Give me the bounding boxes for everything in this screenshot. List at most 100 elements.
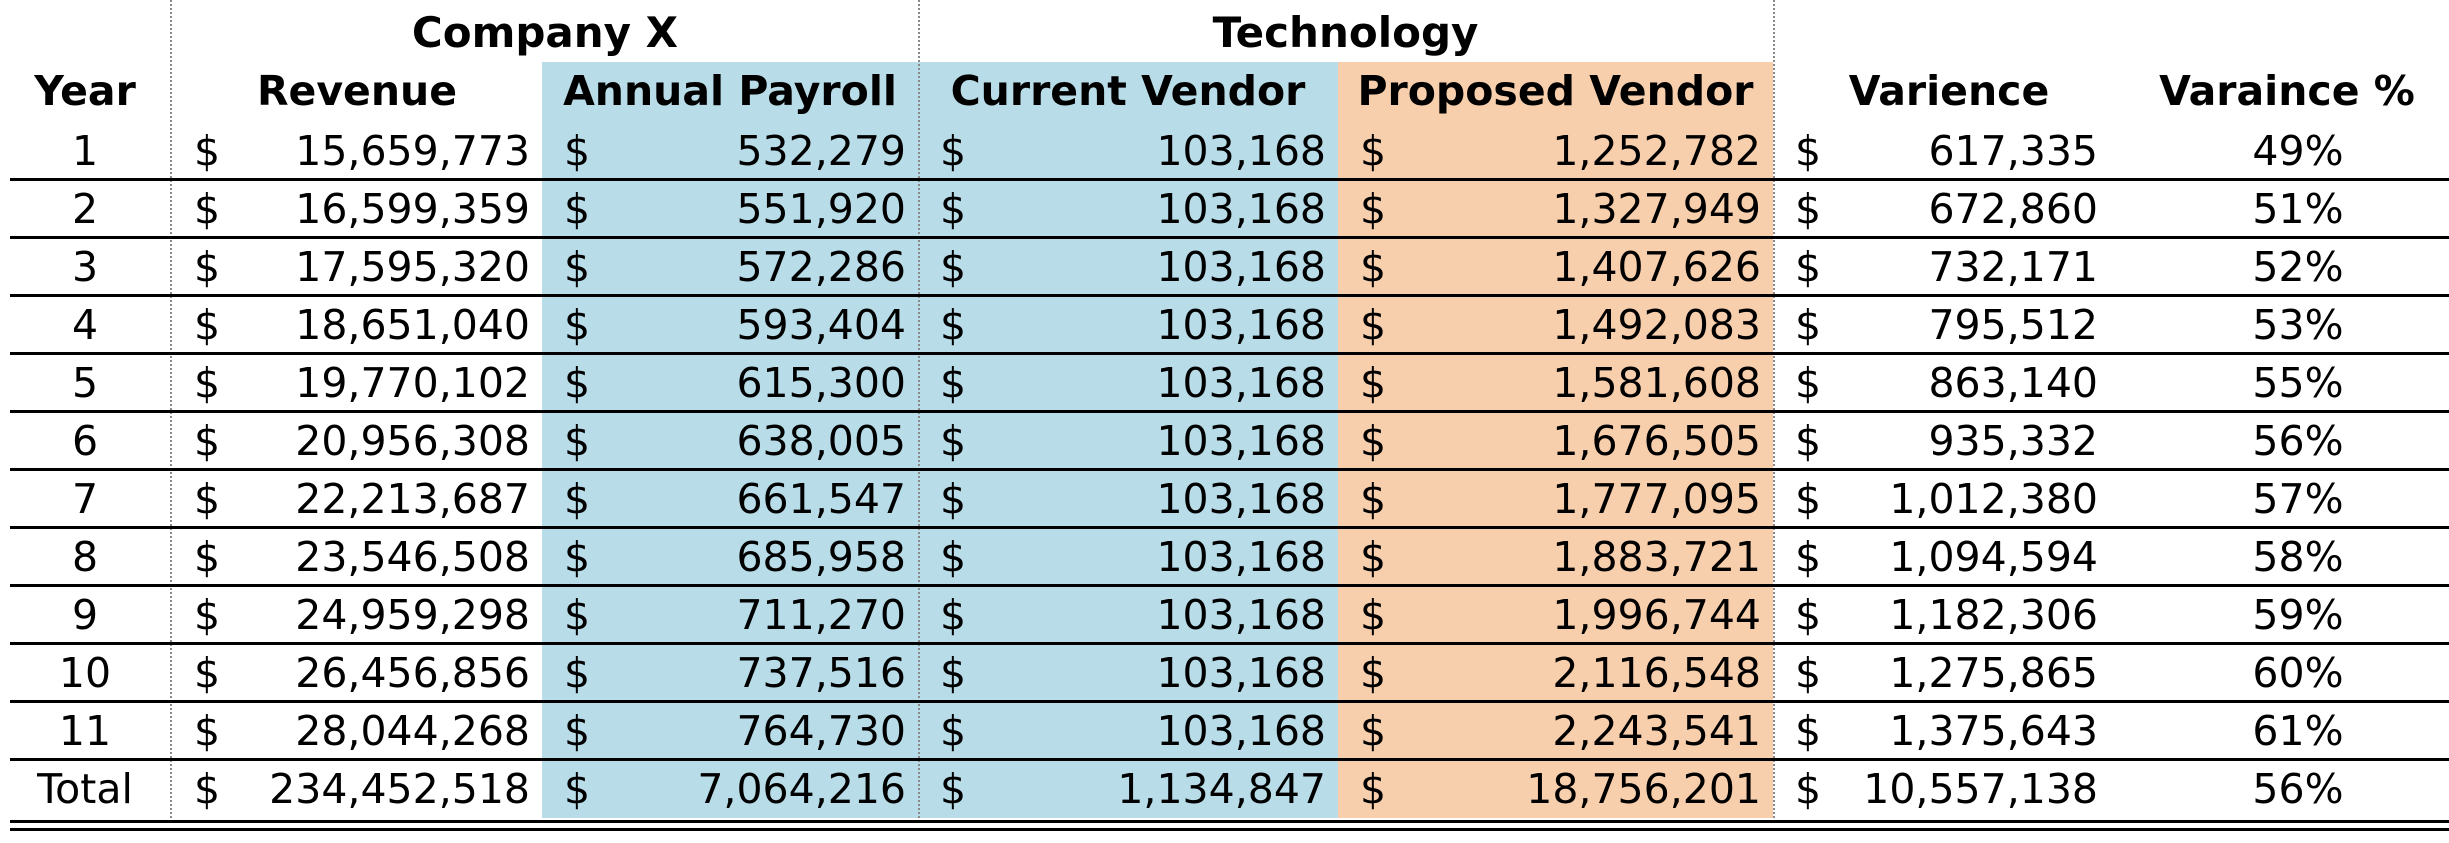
proposed-vendor-cell: 1,883,721 [1552,533,1761,581]
currency-symbol: $ [194,649,221,697]
row-divider [10,584,2449,587]
payroll-cell: 711,270 [736,591,906,639]
currency-symbol: $ [1795,475,1822,523]
payroll-cell: 638,005 [736,417,906,465]
column-header-revenue: Revenue [256,67,458,115]
proposed-vendor-cell: 1,407,626 [1552,243,1761,291]
variance-cell: 617,335 [1928,127,2098,175]
currency-symbol: $ [194,243,221,291]
current-vendor-cell: 103,168 [1156,707,1326,755]
currency-symbol: $ [1360,127,1387,175]
variance-cell: 10,557,138 [1863,765,2098,813]
row-divider [10,468,2449,471]
currency-symbol: $ [1795,127,1822,175]
column-header-variance: Varience [1848,67,2050,115]
variance-percent-cell: 56% [2252,417,2344,465]
variance-percent-cell: 52% [2252,243,2344,291]
variance-percent-cell: 56% [2252,765,2344,813]
revenue-cell: 24,959,298 [295,591,530,639]
variance-cell: 1,375,643 [1889,707,2098,755]
currency-symbol: $ [940,649,967,697]
year-cell: 6 [71,417,99,465]
proposed-vendor-cell: 1,996,744 [1552,591,1761,639]
currency-symbol: $ [194,707,221,755]
row-divider [10,700,2449,703]
currency-symbol: $ [194,417,221,465]
currency-symbol: $ [1360,301,1387,349]
currency-symbol: $ [1795,417,1822,465]
proposed-vendor-cell: 2,116,548 [1552,649,1761,697]
payroll-cell: 551,920 [736,185,906,233]
year-cell: 2 [71,185,99,233]
variance-cell: 1,094,594 [1889,533,2098,581]
variance-cell: 935,332 [1928,417,2098,465]
payroll-cell: 661,547 [736,475,906,523]
currency-symbol: $ [1795,243,1822,291]
currency-symbol: $ [940,301,967,349]
currency-symbol: $ [1795,707,1822,755]
currency-symbol: $ [940,475,967,523]
row-divider [10,642,2449,645]
variance-percent-cell: 58% [2252,533,2344,581]
payroll-cell: 532,279 [736,127,906,175]
column-header-proposed-vendor: Proposed Vendor [1357,67,1754,115]
payroll-cell: 685,958 [736,533,906,581]
currency-symbol: $ [1360,533,1387,581]
currency-symbol: $ [940,533,967,581]
currency-symbol: $ [940,185,967,233]
revenue-cell: 23,546,508 [295,533,530,581]
currency-symbol: $ [194,475,221,523]
currency-symbol: $ [194,301,221,349]
variance-percent-cell: 57% [2252,475,2344,523]
year-cell: 9 [71,591,99,639]
proposed-vendor-cell: 1,252,782 [1552,127,1761,175]
currency-symbol: $ [1360,475,1387,523]
currency-symbol: $ [564,533,591,581]
year-cell: 1 [71,127,99,175]
row-divider [10,178,2449,181]
row-divider [10,294,2449,297]
currency-symbol: $ [564,185,591,233]
total-double-rule-bottom [10,828,2449,831]
proposed-vendor-cell: 1,327,949 [1552,185,1761,233]
currency-symbol: $ [1795,765,1822,813]
currency-symbol: $ [564,649,591,697]
year-cell: 10 [58,649,112,697]
proposed-vendor-cell: 1,581,608 [1552,359,1761,407]
proposed-vendor-cell: 1,676,505 [1552,417,1761,465]
currency-symbol: $ [940,765,967,813]
variance-cell: 1,012,380 [1889,475,2098,523]
currency-symbol: $ [194,185,221,233]
currency-symbol: $ [1795,301,1822,349]
year-cell: 8 [71,533,99,581]
column-header-year: Year [34,67,136,115]
currency-symbol: $ [1360,243,1387,291]
proposed-vendor-cell: 1,777,095 [1552,475,1761,523]
column-header-annual-payroll: Annual Payroll [563,67,897,115]
currency-symbol: $ [1795,185,1822,233]
currency-symbol: $ [940,243,967,291]
currency-symbol: $ [940,417,967,465]
variance-cell: 732,171 [1928,243,2098,291]
proposed-vendor-cell: 2,243,541 [1552,707,1761,755]
current-vendor-cell: 103,168 [1156,417,1326,465]
currency-symbol: $ [940,707,967,755]
revenue-cell: 16,599,359 [295,185,530,233]
revenue-cell: 22,213,687 [295,475,530,523]
total-double-rule-top [10,820,2449,823]
payroll-cell: 593,404 [736,301,906,349]
proposed-vendor-cell: 1,492,083 [1552,301,1761,349]
currency-symbol: $ [564,301,591,349]
variance-cell: 1,182,306 [1889,591,2098,639]
currency-symbol: $ [194,591,221,639]
variance-percent-cell: 49% [2252,127,2344,175]
currency-symbol: $ [194,765,221,813]
technology-left-separator [918,0,920,818]
currency-symbol: $ [194,359,221,407]
row-divider [10,236,2449,239]
currency-symbol: $ [940,127,967,175]
current-vendor-column-fill [918,62,1338,818]
current-vendor-cell: 103,168 [1156,127,1326,175]
current-vendor-cell: 103,168 [1156,649,1326,697]
